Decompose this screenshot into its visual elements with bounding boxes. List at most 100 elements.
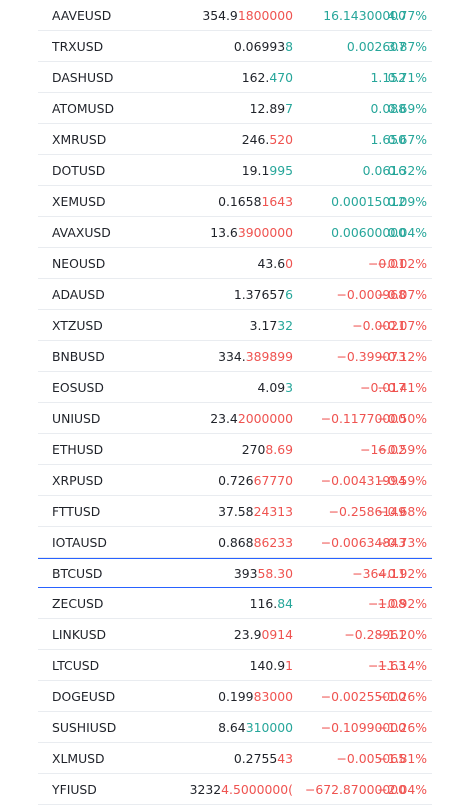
watchlist-row-zecusd[interactable]: ZECUSD 116.84 −1.08 −0.92%: [38, 588, 432, 619]
symbol-label: XEMUSD: [52, 194, 106, 209]
last-price: 0.16581643: [148, 186, 293, 216]
change-value: 0.00600000: [331, 225, 406, 240]
change-percent: −0.41%: [377, 380, 427, 395]
last-price-tail: 84: [277, 596, 293, 611]
watchlist-row-xtzusd[interactable]: XTZUSD 3.1732 −0.0021 −0.07%: [38, 310, 432, 341]
change-percent: −0.02%: [377, 256, 427, 271]
last-price-tail: 8: [285, 39, 293, 54]
symbol-label: BTCUSD: [52, 566, 103, 581]
last-price: 4.093: [148, 372, 293, 402]
last-price-base: 0.2755: [233, 751, 278, 766]
last-price-tail: 3900000: [237, 225, 293, 240]
symbol-label: DASHUSD: [52, 70, 114, 85]
symbol-label: YFIUSD: [52, 782, 97, 797]
change-value: −0.000968: [336, 287, 406, 302]
symbol-label: AVAXUSD: [52, 225, 111, 240]
last-price: 162.470: [148, 62, 293, 92]
watchlist-row-neousd[interactable]: NEOUSD 43.60 −0.01 −0.02%: [38, 248, 432, 279]
watchlist-row-xrpusd[interactable]: XRPUSD 0.72667770 −0.00431994 −0.59%: [38, 465, 432, 496]
last-price-base: 23.4: [210, 411, 238, 426]
last-price-base: 13.6: [210, 225, 238, 240]
symbol-label: ZECUSD: [52, 596, 104, 611]
last-price: 32324.5000000(: [148, 774, 293, 804]
change-percent: −1.81%: [377, 751, 427, 766]
last-price: 23.42000000: [148, 403, 293, 433]
watchlist-row-fttusd[interactable]: FTTUSD 37.5824313 −0.2586149 −0.68%: [38, 496, 432, 527]
change-value: 1.650: [370, 132, 406, 147]
change-value: −0.10990000: [320, 720, 406, 735]
last-price: 2708.69: [148, 434, 293, 464]
symbol-label: XLMUSD: [52, 751, 105, 766]
change-percent: −0.59%: [377, 442, 427, 457]
change-percent: −1.14%: [377, 658, 427, 673]
watchlist-row-ltcusd[interactable]: LTCUSD 140.91 −1.63 −1.14%: [38, 650, 432, 681]
last-price-base: 12.89: [249, 101, 286, 116]
last-price: 0.19983000: [148, 681, 293, 711]
watchlist-row-dotusd[interactable]: DOTUSD 19.1995 0.0616 0.32%: [38, 155, 432, 186]
last-price-base: 1.37657: [233, 287, 286, 302]
symbol-label: BNBUSD: [52, 349, 105, 364]
symbol-label: IOTAUSD: [52, 535, 107, 550]
last-price: 140.91: [148, 650, 293, 680]
change-percent: 0.32%: [387, 163, 427, 178]
change-percent: 0.09%: [387, 194, 427, 209]
change-value: 0.0616: [362, 163, 406, 178]
watchlist-row-ethusd[interactable]: ETHUSD 2708.69 −16.02 −0.59%: [38, 434, 432, 465]
watchlist-row-sushiusd[interactable]: SUSHIUSD 8.64310000 −0.10990000 −1.26%: [38, 712, 432, 743]
last-price-base: 162.: [241, 70, 270, 85]
watchlist-row-eosusd[interactable]: EOSUSD 4.093 −0.017 −0.41%: [38, 372, 432, 403]
change-value: −1.08: [368, 596, 406, 611]
watchlist-row-bnbusd[interactable]: BNBUSD 334.389899 −0.399073 −0.12%: [38, 341, 432, 372]
change-percent: −0.92%: [377, 566, 427, 581]
last-price: 0.275543: [148, 743, 293, 773]
symbol-label: XTZUSD: [52, 318, 103, 333]
change-percent: −2.04%: [377, 782, 427, 797]
watchlist-row-dashusd[interactable]: DASHUSD 162.470 1.152 0.71%: [38, 62, 432, 93]
last-price-base: 116.: [249, 596, 278, 611]
last-price: 246.520: [148, 124, 293, 154]
last-price: 354.91800000: [148, 0, 293, 30]
watchlist-row-xemusd[interactable]: XEMUSD 0.16581643 0.00015012 0.09%: [38, 186, 432, 217]
watchlist-row-trxusd[interactable]: TRXUSD 0.069938 0.002607 3.87%: [38, 31, 432, 62]
watchlist-row-aaveusd[interactable]: AAVEUSD 354.91800000 16.14300000 4.77%: [38, 0, 432, 31]
last-price-base: 0.06993: [233, 39, 286, 54]
watchlist-row-dogeusd[interactable]: DOGEUSD 0.19983000 −0.00255000 −1.26%: [38, 681, 432, 712]
last-price: 0.72667770: [148, 465, 293, 495]
change-value: −1.63: [368, 658, 406, 673]
last-price-base: 4.09: [257, 380, 286, 395]
last-price-base: 0.726: [218, 473, 254, 488]
last-price-tail: 67770: [253, 473, 293, 488]
symbol-label: ATOMUSD: [52, 101, 115, 116]
last-price: 23.90914: [148, 619, 293, 649]
change-value: 1.152: [370, 70, 406, 85]
watchlist-row-yfiusd[interactable]: YFIUSD 32324.5000000(−672.87000000 −2.04%: [38, 774, 432, 805]
change-value: −0.0021: [352, 318, 406, 333]
change-percent: 0.69%: [387, 101, 427, 116]
last-price-base: 354.9: [202, 8, 238, 23]
last-price-tail: 3: [285, 380, 293, 395]
last-price-tail: 310000: [245, 720, 293, 735]
change-percent: −0.68%: [377, 504, 427, 519]
watchlist: AAVEUSD 354.91800000 16.14300000 4.77% TRXUS…: [38, 0, 432, 805]
last-price-base: 270: [241, 442, 266, 457]
symbol-label: XRPUSD: [52, 473, 104, 488]
last-price-base: 0.1658: [218, 194, 262, 209]
last-price: 37.5824313: [148, 496, 293, 526]
last-price-base: 0.868: [218, 535, 254, 550]
change-value: −0.00431994: [320, 473, 406, 488]
watchlist-row-xmrusd[interactable]: XMRUSD 246.520 1.650 0.67%: [38, 124, 432, 155]
last-price-base: 19.1: [241, 163, 270, 178]
last-price-tail: 0914: [261, 627, 293, 642]
symbol-label: XMRUSD: [52, 132, 107, 147]
watchlist-row-btcusd[interactable]: BTCUSD 39358.30 −364.11 −0.92%: [38, 558, 432, 588]
last-price-tail: 7: [285, 101, 293, 116]
watchlist-row-uniusd[interactable]: UNIUSD 23.42000000 −0.11770000 −0.50%: [38, 403, 432, 434]
change-percent: −1.20%: [377, 627, 427, 642]
last-price-base: 140.9: [249, 658, 286, 673]
watchlist-row-avaxusd[interactable]: AVAXUSD 13.63900000 0.00600000 0.04%: [38, 217, 432, 248]
watchlist-row-linkusd[interactable]: LINKUSD 23.90914 −0.28961 −1.20%: [38, 619, 432, 650]
watchlist-row-atomusd[interactable]: ATOMUSD 12.897 0.088 0.69%: [38, 93, 432, 124]
watchlist-row-iotausd[interactable]: IOTAUSD 0.86886233 −0.00634843 −0.73%: [38, 527, 432, 558]
watchlist-row-adausd[interactable]: ADAUSD 1.376576 −0.000968 −0.07%: [38, 279, 432, 310]
watchlist-row-xlmusd[interactable]: XLMUSD 0.275543 −0.005065 −1.81%: [38, 743, 432, 774]
